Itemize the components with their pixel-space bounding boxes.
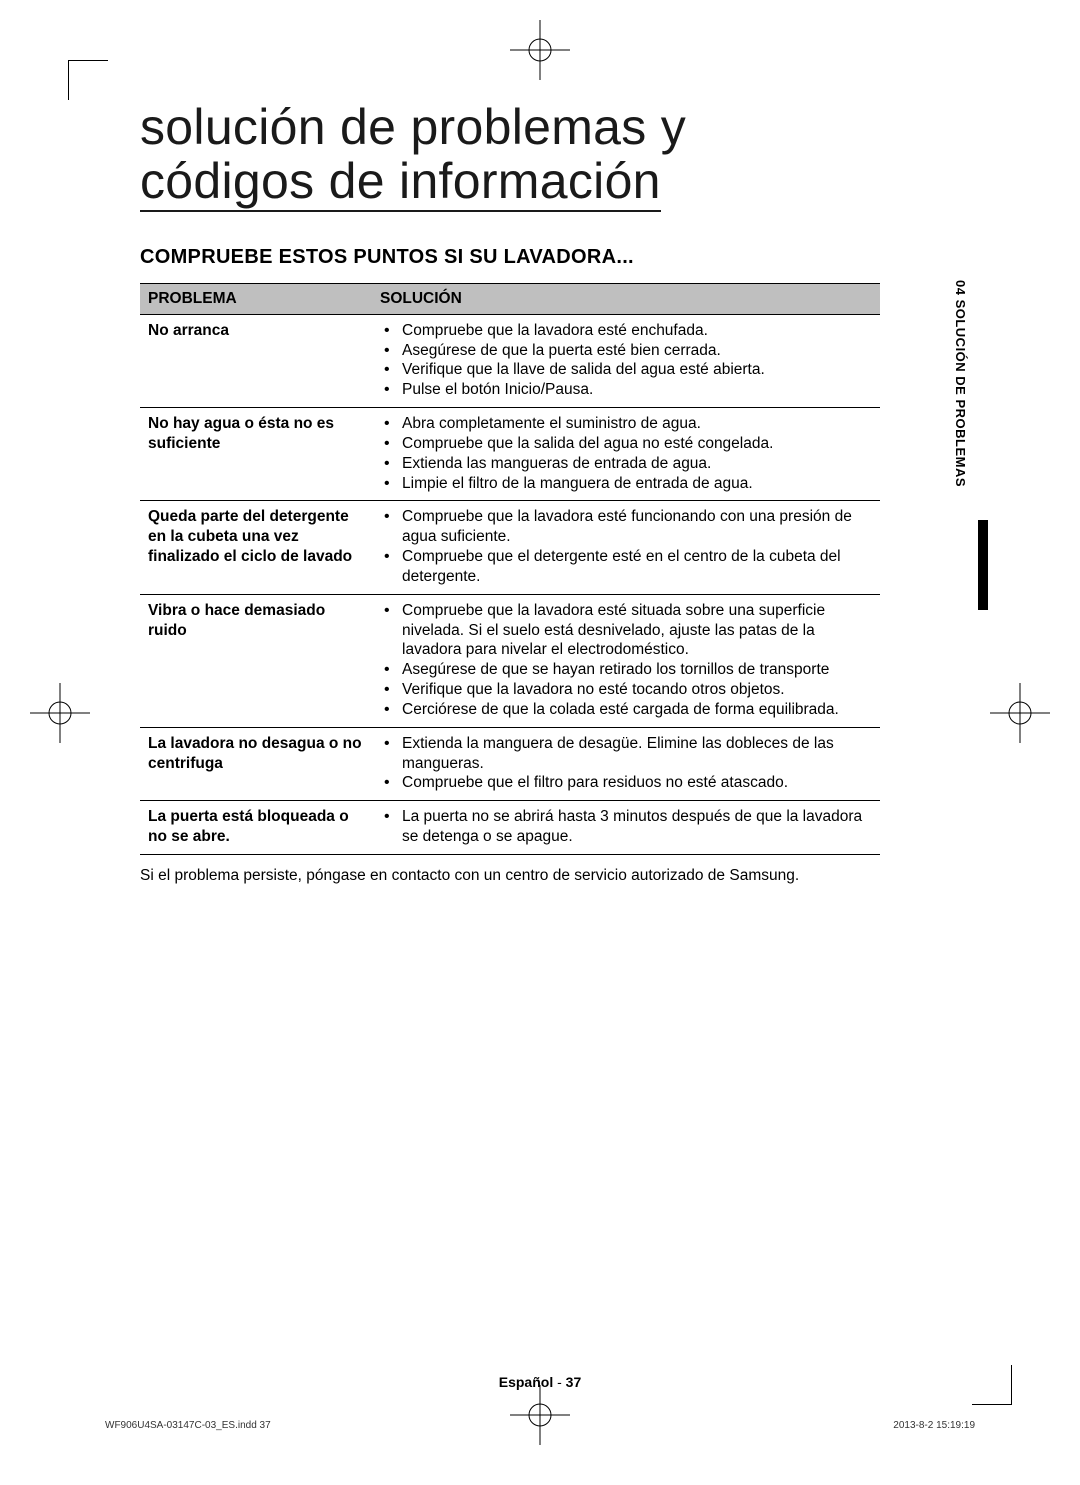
solution-item: Compruebe que la lavadora esté enchufada… [380, 321, 872, 341]
problem-cell: No arranca [140, 314, 372, 407]
table-row: Queda parte del detergente en la cubeta … [140, 501, 880, 594]
troubleshooting-table: PROBLEMA SOLUCIÓN No arranca Compruebe qu… [140, 283, 880, 855]
registration-mark-top [510, 20, 570, 80]
table-row: No arranca Compruebe que la lavadora esté… [140, 314, 880, 407]
solution-item: Compruebe que la salida del agua no esté… [380, 434, 872, 454]
crop-mark-bottom-right [972, 1365, 1012, 1405]
problem-cell: Queda parte del detergente en la cubeta … [140, 501, 372, 594]
solution-item: La puerta no se abrirá hasta 3 minutos d… [380, 807, 872, 847]
registration-mark-left [30, 683, 90, 743]
solution-item: Abra completamente el suministro de agua… [380, 414, 872, 434]
title-line-1: solución de problemas y [140, 99, 686, 155]
solution-item: Compruebe que la lavadora esté funcionan… [380, 507, 872, 547]
solution-item: Verifique que la lavadora no esté tocand… [380, 680, 872, 700]
table-header-solution: SOLUCIÓN [372, 284, 880, 315]
problem-cell: La lavadora no desagua o no centrifuga [140, 727, 372, 800]
solution-item: Verifique que la llave de salida del agu… [380, 360, 872, 380]
solution-item: Compruebe que la lavadora esté situada s… [380, 601, 872, 660]
registration-mark-bottom [510, 1385, 570, 1445]
section-tab-bar [978, 520, 988, 610]
title-line-2: códigos de información [140, 154, 661, 212]
solution-list: Compruebe que la lavadora esté funcionan… [380, 507, 872, 586]
solution-cell: Extienda la manguera de desagüe. Elimine… [372, 727, 880, 800]
solution-list: La puerta no se abrirá hasta 3 minutos d… [380, 807, 872, 847]
footer-page-number: 37 [566, 1374, 582, 1390]
section-subtitle: COMPRUEBE ESTOS PUNTOS SI SU LAVADORA... [140, 246, 880, 269]
footer-language: Español [499, 1374, 553, 1390]
table-row: No hay agua o ésta no es suficiente Abra … [140, 408, 880, 501]
solution-cell: Abra completamente el suministro de agua… [372, 408, 880, 501]
solution-list: Compruebe que la lavadora esté situada s… [380, 601, 872, 720]
solution-cell: Compruebe que la lavadora esté funcionan… [372, 501, 880, 594]
problem-cell: No hay agua o ésta no es suficiente [140, 408, 372, 501]
solution-item: Extienda la manguera de desagüe. Elimine… [380, 734, 872, 774]
problem-cell: La puerta está bloqueada o no se abre. [140, 801, 372, 855]
solution-item: Limpie el filtro de la manguera de entra… [380, 474, 872, 494]
solution-item: Pulse el botón Inicio/Pausa. [380, 380, 872, 400]
solution-item: Cerciórese de que la colada esté cargada… [380, 700, 872, 720]
footer-timestamp: 2013-8-2 15:19:19 [893, 1420, 975, 1431]
footer-file-info: WF906U4SA-03147C-03_ES.indd 37 [105, 1420, 271, 1431]
solution-list: Extienda la manguera de desagüe. Elimine… [380, 734, 872, 793]
solution-item: Compruebe que el detergente esté en el c… [380, 547, 872, 587]
solution-cell: Compruebe que la lavadora esté situada s… [372, 594, 880, 727]
solution-item: Extienda las mangueras de entrada de agu… [380, 454, 872, 474]
solution-item: Asegúrese de que la puerta esté bien cer… [380, 341, 872, 361]
page-title: solución de problemas y códigos de infor… [140, 100, 880, 212]
page-content: solución de problemas y códigos de infor… [140, 100, 880, 885]
solution-list: Abra completamente el suministro de agua… [380, 414, 872, 493]
table-header-problem: PROBLEMA [140, 284, 372, 315]
table-row: Vibra o hace demasiado ruidoCompruebe qu… [140, 594, 880, 727]
footer-separator: - [553, 1374, 565, 1390]
registration-mark-right [990, 683, 1050, 743]
solution-cell: Compruebe que la lavadora esté enchufada… [372, 314, 880, 407]
solution-item: Asegúrese de que se hayan retirado los t… [380, 660, 872, 680]
table-row: La puerta está bloqueada o no se abre.La… [140, 801, 880, 855]
section-tab: 04 SOLUCIÓN DE PROBLEMAS [950, 290, 980, 610]
solution-cell: La puerta no se abrirá hasta 3 minutos d… [372, 801, 880, 855]
section-tab-label: 04 SOLUCIÓN DE PROBLEMAS [953, 280, 968, 487]
footnote-text: Si el problema persiste, póngase en cont… [140, 867, 880, 885]
solution-list: Compruebe que la lavadora esté enchufada… [380, 321, 872, 400]
solution-item: Compruebe que el filtro para residuos no… [380, 773, 872, 793]
page-footer-center: Español - 37 [499, 1374, 582, 1390]
problem-cell: Vibra o hace demasiado ruido [140, 594, 372, 727]
table-row: La lavadora no desagua o no centrifugaEx… [140, 727, 880, 800]
crop-mark-top-left [68, 60, 108, 100]
